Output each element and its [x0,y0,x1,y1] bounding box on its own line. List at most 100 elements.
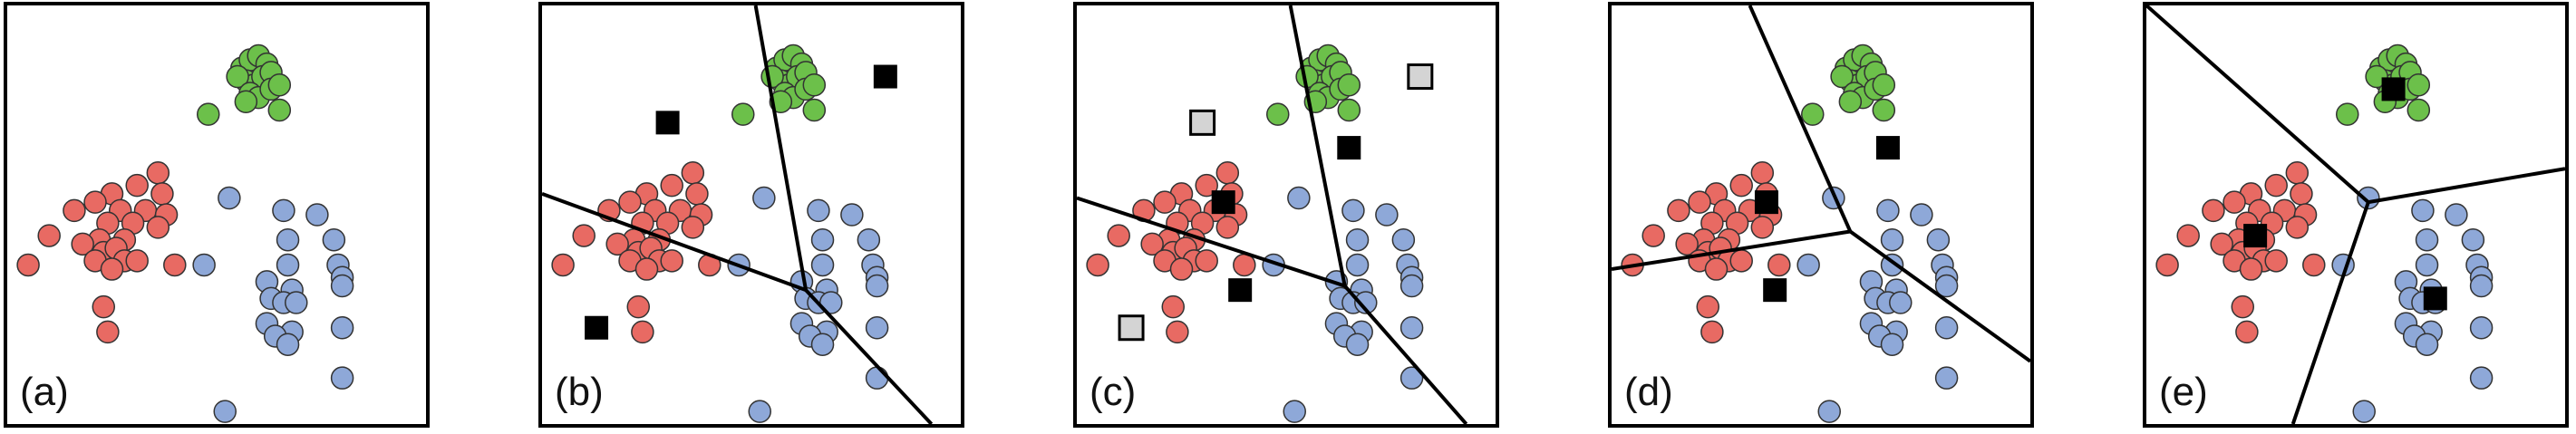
blue-point [857,227,881,252]
centroid-marker [655,111,680,135]
boundary-line [1077,196,1346,288]
centroid-marker [1754,190,1778,215]
blue-point [810,227,835,252]
blue-point [1345,227,1370,252]
red-point [1696,294,1720,319]
boundary-line [1849,229,2030,363]
previous-centroid-marker [1189,109,1216,136]
blue-point [840,203,864,227]
panel-label: (b) [555,370,604,414]
panel-2: (c) [1073,2,1499,428]
red-point [1729,249,1753,273]
green-point [1337,98,1361,122]
red-point [605,232,629,256]
green-point [1801,102,1825,126]
red-point [96,320,120,344]
blue-point [272,198,295,223]
green-point [1337,73,1361,97]
green-point [2407,98,2431,122]
blue-point [285,291,308,314]
blue-point [213,400,237,423]
blue-point [1287,186,1311,210]
green-point [2407,73,2431,97]
blue-point [865,366,889,390]
panel-3: (d) [1608,2,2034,428]
blue-point [1345,333,1370,356]
red-point [1161,294,1186,319]
panel-label: (c) [1089,370,1137,414]
boundary-line [2146,5,2370,204]
red-point [2231,294,2255,319]
centroid-marker [1228,278,1253,303]
blue-point [276,227,300,252]
boundary-line [1343,285,1468,424]
red-point [1233,253,1256,277]
boundary-line [804,288,934,424]
green-point [1872,98,1896,122]
green-point [1266,102,1290,126]
blue-point [1375,203,1399,227]
panel-plot [542,5,934,424]
blue-point [1876,198,1900,223]
blue-point [1926,227,1951,252]
centroid-marker [1211,190,1235,215]
red-point [16,253,40,277]
red-point [100,257,124,281]
red-point [681,216,705,239]
green-point [234,90,258,114]
red-point [2285,216,2310,239]
blue-point [865,274,889,298]
blue-point [1910,203,1933,227]
red-point [83,190,107,214]
red-point [2290,182,2313,206]
green-point [197,102,220,126]
red-point [1195,249,1218,273]
blue-point [330,274,354,298]
blue-point [810,333,835,356]
blue-point [1817,400,1841,423]
red-point [1166,320,1189,344]
red-point [626,294,651,319]
blue-point [2469,366,2494,390]
blue-point [2352,400,2376,423]
red-point [660,249,683,273]
blue-point [276,333,300,356]
red-point [150,182,174,206]
red-point [1153,190,1177,214]
red-point [2155,253,2179,277]
blue-point [865,315,889,340]
boundary-line [542,192,807,293]
red-point [2176,224,2200,247]
panel-plot [2146,5,2565,424]
previous-centroid-marker [1118,314,1145,342]
green-point [267,73,292,97]
blue-point [2415,253,2439,277]
panel-label: (d) [1624,370,1673,414]
red-point [125,249,149,273]
red-point [685,182,709,206]
blue-point [2469,315,2494,340]
red-point [1729,173,1753,198]
centroid-marker [1875,136,1900,160]
centroid-marker [873,64,897,89]
blue-point [2469,274,2494,298]
red-point [37,224,61,247]
red-point [1750,161,1775,185]
blue-point [1880,227,1904,252]
red-point [618,190,642,214]
blue-point [2415,227,2439,252]
green-point [1838,90,1863,114]
red-point [1086,253,1109,277]
centroid-marker [1763,278,1787,303]
green-point [1830,64,1854,89]
red-point [2202,198,2225,223]
red-point [1700,320,1724,344]
blue-point [1354,291,1378,314]
boundary-line [753,5,809,291]
centroid-marker [2243,224,2268,248]
panel-label: (a) [20,370,69,414]
blue-point [1345,253,1370,277]
red-point [2264,173,2288,198]
blue-point [1399,274,1424,298]
